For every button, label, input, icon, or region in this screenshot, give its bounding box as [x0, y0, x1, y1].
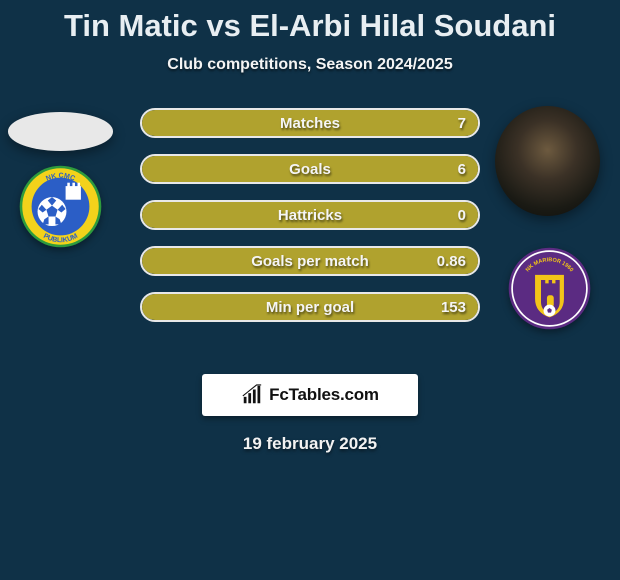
stat-row: Min per goal153 — [140, 292, 480, 322]
bar-value: 153 — [441, 292, 466, 322]
brand-badge: FcTables.com — [202, 374, 418, 416]
bar-value: 6 — [458, 154, 466, 184]
bar-label: Hattricks — [140, 200, 480, 230]
bar-value: 0 — [458, 200, 466, 230]
vs-title: Tin Matic vs El-Arbi Hilal Soudani — [0, 0, 620, 44]
stat-row: Matches7 — [140, 108, 480, 138]
club-logo-left: NK CMC PUBLIKUM — [18, 164, 103, 249]
stat-row: Hattricks0 — [140, 200, 480, 230]
bar-chart-icon — [241, 384, 263, 406]
bar-label: Min per goal — [140, 292, 480, 322]
stat-row: Goals per match0.86 — [140, 246, 480, 276]
bar-label: Goals — [140, 154, 480, 184]
season-subtitle: Club competitions, Season 2024/2025 — [0, 56, 620, 74]
stat-row: Goals6 — [140, 154, 480, 184]
bar-value: 7 — [458, 108, 466, 138]
player-left-avatar-placeholder — [8, 112, 113, 151]
club-logo-right: NK MARIBOR 1960 — [507, 246, 592, 331]
brand-text: FcTables.com — [269, 385, 379, 405]
stat-bars: Matches7Goals6Hattricks0Goals per match0… — [140, 108, 480, 338]
stats-area: NK CMC PUBLIKUM NK MARIBOR 1960 — [0, 100, 620, 350]
player-right-avatar-photo — [495, 106, 600, 216]
bar-label: Matches — [140, 108, 480, 138]
player-right-avatar — [495, 106, 600, 216]
bar-value: 0.86 — [437, 246, 466, 276]
date-text: 19 february 2025 — [0, 434, 620, 454]
bar-label: Goals per match — [140, 246, 480, 276]
